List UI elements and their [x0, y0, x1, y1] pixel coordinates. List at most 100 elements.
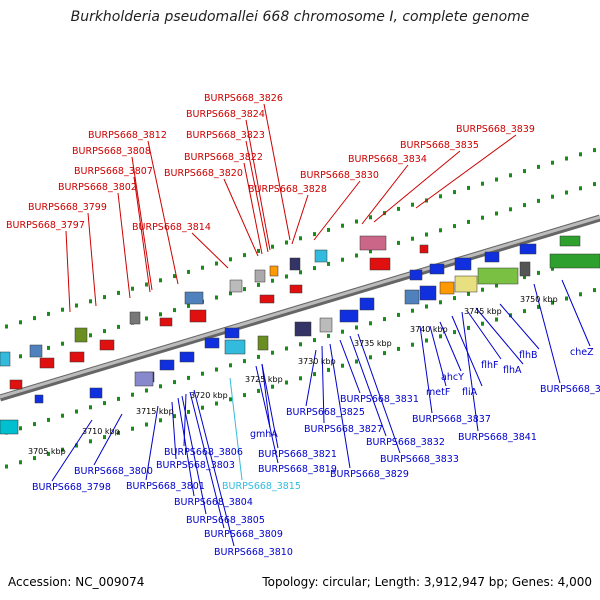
gene-feature[interactable] — [257, 335, 269, 351]
gene-feature[interactable] — [89, 387, 103, 399]
gene-label[interactable]: gmhA — [250, 429, 278, 440]
gene-label[interactable]: BURPS668_3800 — [74, 466, 153, 477]
gene-label[interactable]: flhB — [519, 350, 538, 361]
gene-label[interactable]: BURPS668_3806 — [164, 447, 243, 458]
gene-label[interactable]: metF — [426, 387, 450, 398]
gene-feature[interactable] — [519, 243, 537, 255]
gene-label[interactable]: BURPS668_3824 — [186, 109, 265, 120]
gene-feature[interactable] — [9, 379, 23, 390]
gene-label[interactable]: fliA — [462, 387, 478, 398]
gene-label[interactable]: BURPS668_3809 — [204, 529, 283, 540]
gene-feature[interactable] — [369, 257, 391, 271]
gene-label[interactable]: BURPS668_3831 — [340, 394, 419, 405]
gene-feature[interactable] — [0, 351, 11, 367]
gene-feature[interactable] — [419, 285, 437, 301]
gene-label[interactable]: BURPS668_3814 — [132, 222, 211, 233]
gene-feature[interactable] — [294, 321, 312, 337]
gene-label[interactable]: BURPS668_3819 — [258, 464, 337, 475]
gene-feature[interactable] — [319, 317, 333, 333]
gene-feature[interactable] — [224, 327, 240, 339]
gene-label[interactable]: ahcY — [441, 372, 464, 383]
gene-label[interactable]: BURPS668_3845 — [540, 384, 600, 395]
gene-feature[interactable] — [404, 289, 420, 305]
gene-feature[interactable] — [314, 249, 328, 263]
gene-feature[interactable] — [0, 419, 19, 435]
leader-line — [261, 363, 271, 429]
gene-label[interactable]: BURPS668_3821 — [258, 449, 337, 460]
gene-label[interactable]: BURPS668_3802 — [58, 182, 137, 193]
gene-feature[interactable] — [484, 251, 500, 263]
gene-label[interactable]: BURPS668_3815 — [222, 481, 301, 492]
gene-label[interactable]: BURPS668_3833 — [380, 454, 459, 465]
gene-feature[interactable] — [254, 269, 266, 283]
gene-label[interactable]: BURPS668_3797 — [6, 220, 85, 231]
tick-mark — [355, 219, 358, 224]
gene-feature[interactable] — [454, 257, 472, 271]
gene-feature[interactable] — [69, 351, 85, 363]
gene-label[interactable]: BURPS668_3830 — [300, 170, 379, 181]
gene-label[interactable]: BURPS668_3810 — [214, 547, 293, 558]
gene-feature[interactable] — [129, 311, 141, 325]
gene-label[interactable]: BURPS668_3820 — [164, 168, 243, 179]
gene-label[interactable]: BURPS668_3825 — [286, 407, 365, 418]
gene-label[interactable]: BURPS668_3837 — [412, 414, 491, 425]
gene-feature[interactable] — [259, 294, 275, 304]
gene-feature[interactable] — [224, 339, 246, 355]
gene-feature[interactable] — [359, 235, 387, 251]
gene-feature[interactable] — [269, 265, 279, 277]
gene-feature[interactable] — [229, 279, 243, 293]
gene-label[interactable]: flhF — [481, 360, 498, 371]
gene-label[interactable]: flhA — [503, 365, 522, 376]
gene-feature[interactable] — [439, 281, 455, 295]
gene-feature[interactable] — [134, 371, 154, 387]
gene-feature[interactable] — [429, 263, 445, 275]
gene-label[interactable]: BURPS668_3832 — [366, 437, 445, 448]
gene-feature[interactable] — [34, 394, 44, 404]
gene-feature[interactable] — [559, 235, 581, 247]
gene-label[interactable]: BURPS668_3822 — [184, 152, 263, 163]
gene-feature[interactable] — [359, 297, 375, 311]
gene-label[interactable]: BURPS668_3823 — [186, 130, 265, 141]
gene-feature[interactable] — [179, 351, 195, 363]
gene-feature[interactable] — [549, 253, 600, 269]
tick-mark — [187, 269, 190, 274]
gene-feature[interactable] — [289, 257, 301, 271]
gene-label[interactable]: BURPS668_3835 — [400, 140, 479, 151]
gene-feature[interactable] — [519, 261, 531, 277]
gene-label[interactable]: BURPS668_3826 — [204, 93, 283, 104]
gene-label[interactable]: BURPS668_3803 — [156, 460, 235, 471]
gene-label[interactable]: BURPS668_3828 — [248, 184, 327, 195]
gene-feature[interactable] — [204, 337, 220, 349]
gene-label[interactable]: cheZ — [570, 347, 594, 358]
gene-label[interactable]: BURPS668_3808 — [72, 146, 151, 157]
gene-label[interactable]: BURPS668_3839 — [456, 124, 535, 135]
gene-label[interactable]: BURPS668_3798 — [32, 482, 111, 493]
gene-label[interactable]: BURPS668_3804 — [174, 497, 253, 508]
gene-label[interactable]: BURPS668_3805 — [186, 515, 265, 526]
gene-feature[interactable] — [39, 357, 55, 369]
gene-feature[interactable] — [159, 317, 173, 327]
gene-feature[interactable] — [289, 284, 303, 294]
gene-feature[interactable] — [454, 275, 478, 293]
gene-features[interactable] — [0, 235, 600, 435]
gene-label[interactable]: BURPS668_3834 — [348, 154, 427, 165]
kbp-tick-label: 3705 kbp — [28, 447, 66, 456]
gene-feature[interactable] — [159, 359, 175, 371]
gene-feature[interactable] — [189, 309, 207, 323]
gene-feature[interactable] — [477, 267, 519, 285]
gene-label[interactable]: BURPS668_3812 — [88, 130, 167, 141]
gene-label[interactable]: BURPS668_3841 — [458, 432, 537, 443]
gene-label[interactable]: BURPS668_3829 — [330, 469, 409, 480]
gene-feature[interactable] — [184, 291, 204, 305]
gene-feature[interactable] — [419, 244, 429, 254]
gene-label[interactable]: BURPS668_3801 — [126, 481, 205, 492]
gene-label[interactable]: BURPS668_3807 — [74, 166, 153, 177]
gene-feature[interactable] — [339, 309, 359, 323]
gene-label[interactable]: BURPS668_3799 — [28, 202, 107, 213]
gene-label[interactable]: BURPS668_3827 — [304, 424, 383, 435]
gene-feature[interactable] — [74, 327, 88, 343]
gene-feature[interactable] — [409, 269, 423, 281]
gene-feature[interactable] — [29, 344, 43, 358]
gene-feature[interactable] — [99, 339, 115, 351]
